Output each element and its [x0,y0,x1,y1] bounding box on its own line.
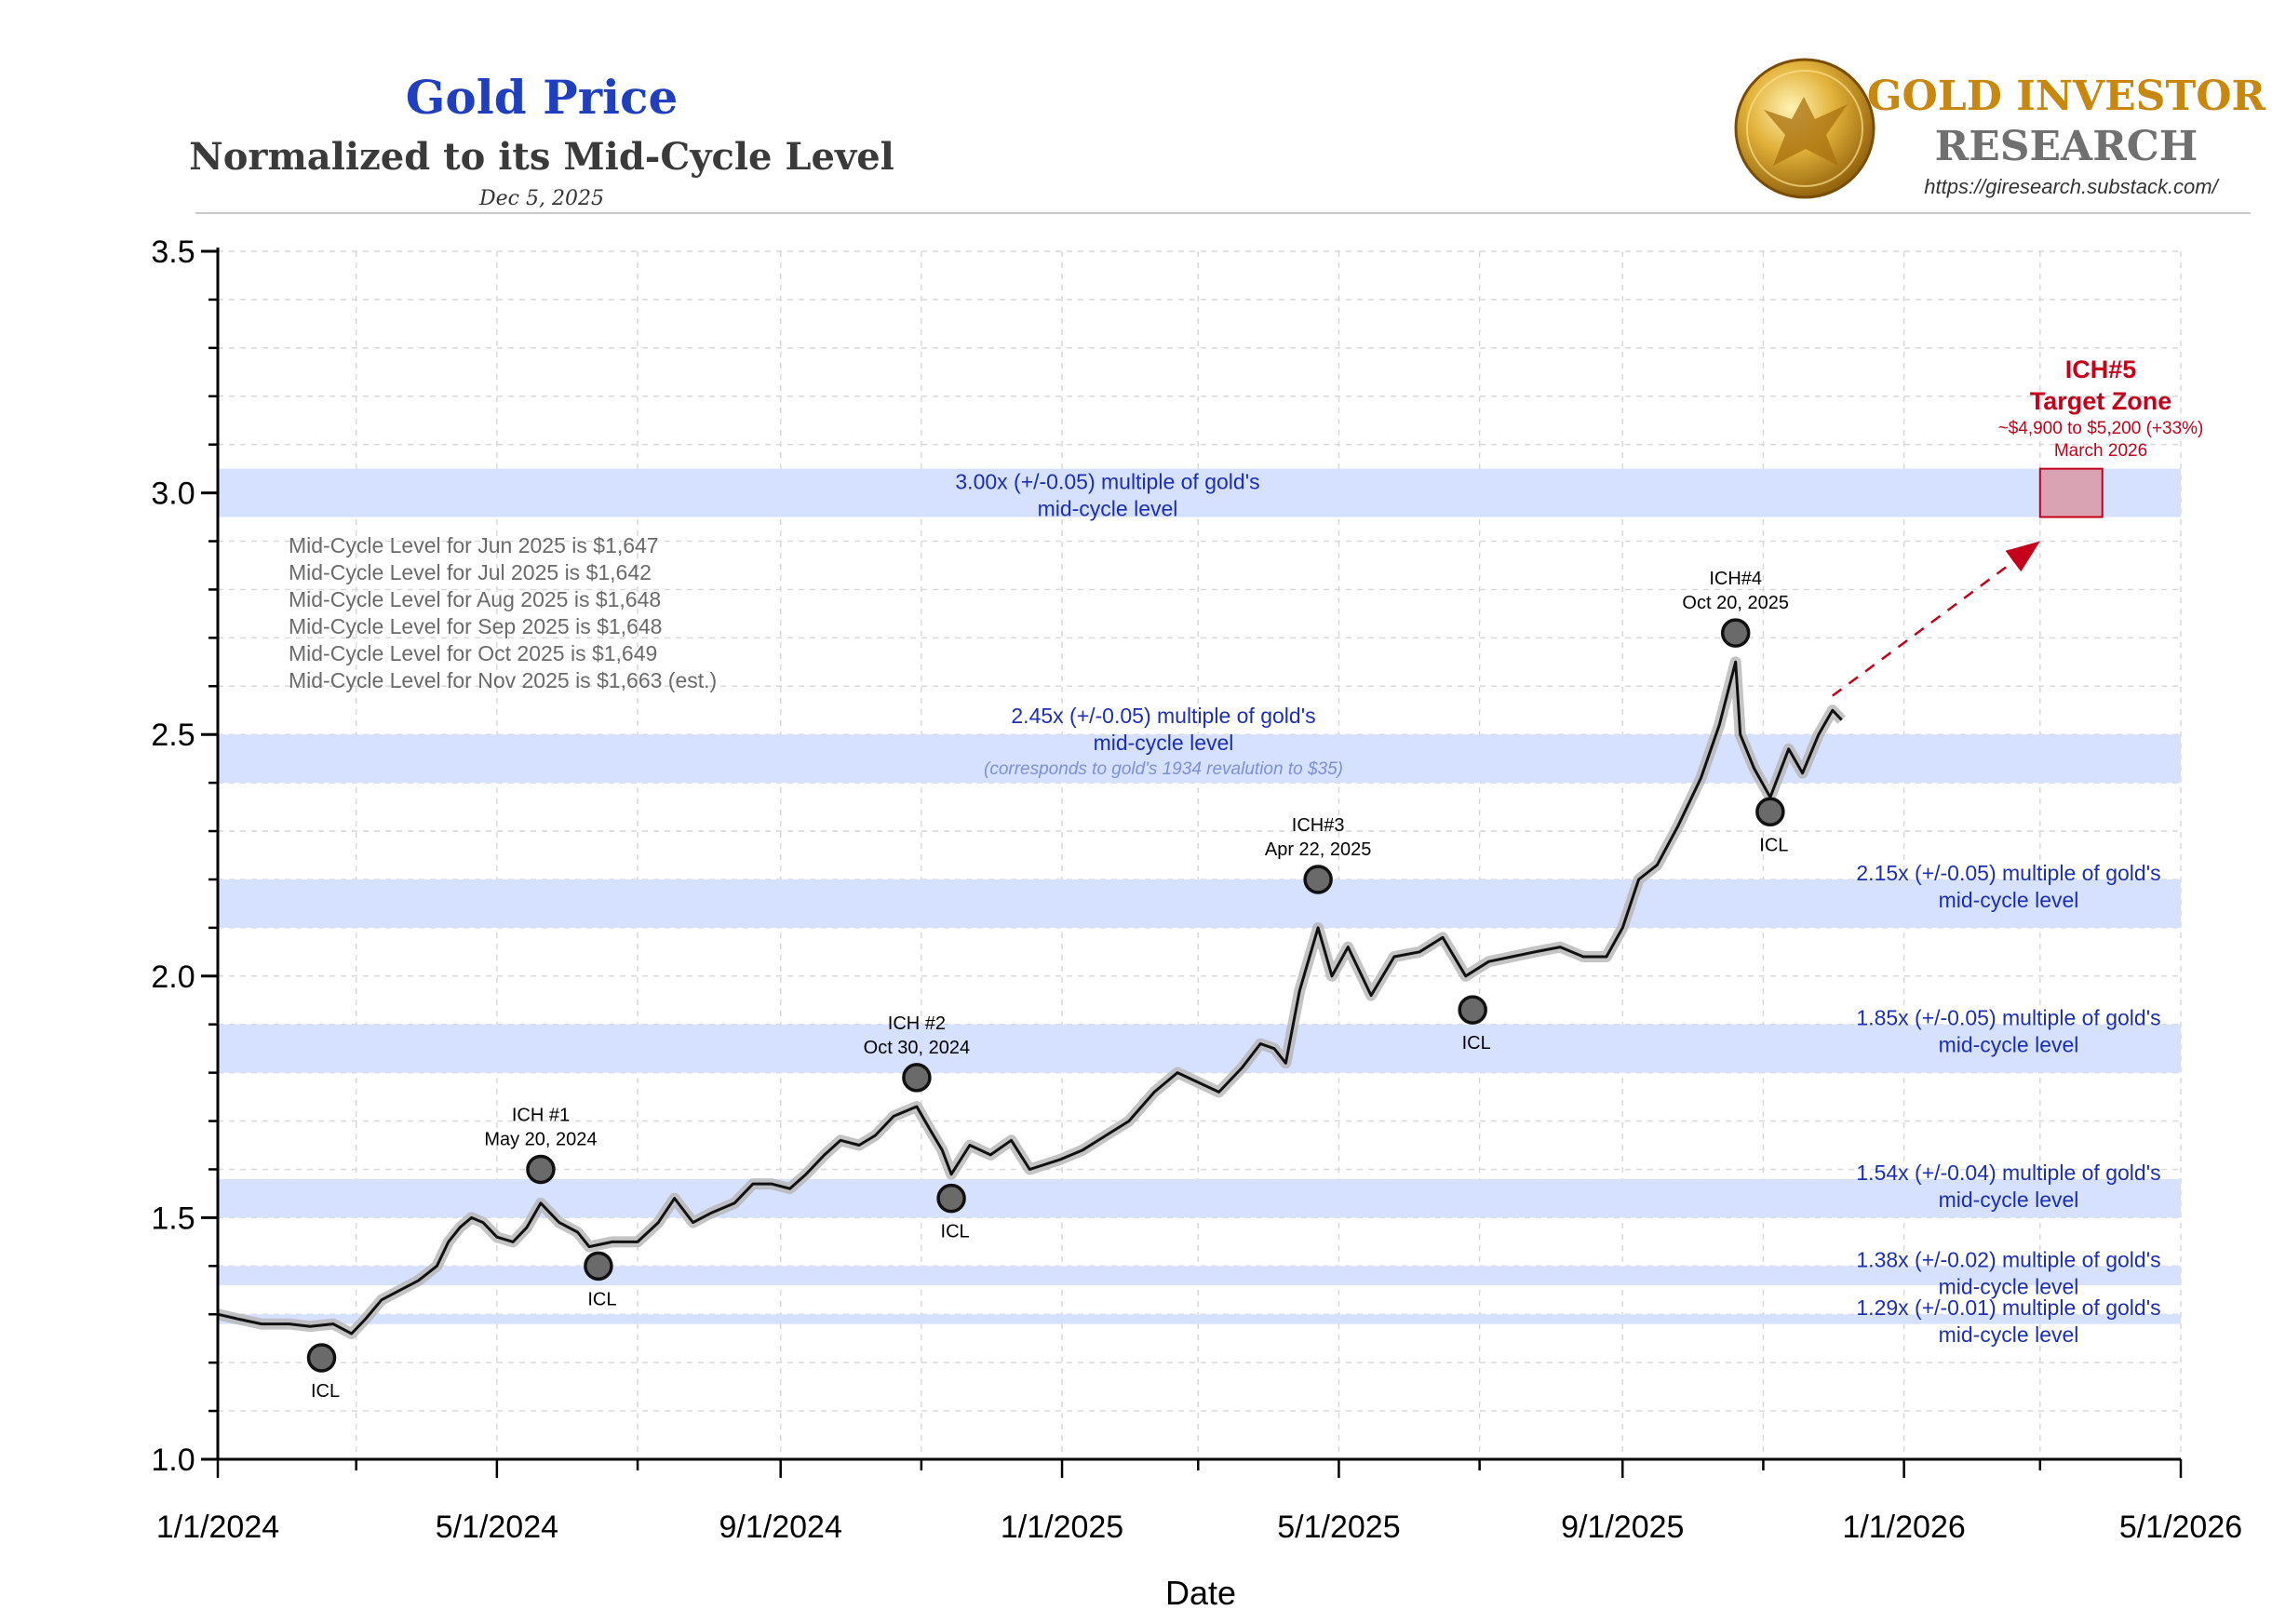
band-label-line2: mid-cycle level [1094,731,1234,755]
band-2-15 [218,879,2181,928]
band-label-line1: 1.38x (+/-0.02) multiple of gold's [1856,1247,2160,1271]
band-label-line1: 3.00x (+/-0.05) multiple of gold's [955,470,1259,494]
price-line [217,660,1843,1335]
marker-label: ICL [311,1381,340,1402]
target-zone-detail: ~$4,900 to $5,200 (+33%) [1998,419,2204,438]
x-axis-label: Date [1165,1574,1236,1612]
band-1-85 [218,1024,2181,1073]
x-tick-label: 9/1/2025 [1561,1510,1684,1545]
brand-name-line1: GOLD INVESTOR [1867,73,2266,120]
cycle-marker-low [936,1183,966,1214]
brand-name-line2: RESEARCH [1935,123,2198,170]
y-tick-label: 3.5 [151,235,195,270]
band-3 [218,468,2181,517]
mid-cycle-note: Mid-Cycle Level for Jul 2025 is $1,642 [289,560,652,584]
band-note: (corresponds to gold's 1934 revalution t… [984,759,1343,779]
marker-label: ICH #2 [888,1013,946,1034]
band-label-line1: 2.15x (+/-0.05) multiple of gold's [1856,861,2160,885]
target-zone-timing: March 2026 [2054,441,2147,461]
band-label-line2: mid-cycle level [1038,497,1178,521]
x-tick-label: 1/1/2026 [1842,1510,1965,1545]
target-zone-subtitle: Target Zone [2030,387,2172,415]
cycle-markers: ICL ICH #1 May 20, 2024 ICL ICH #2 Oct 30, 20… [306,569,1789,1402]
marker-label: ICL [941,1222,970,1242]
chart-date: Dec 5, 2025 [478,187,604,210]
x-tick-label: 5/1/2024 [436,1510,558,1545]
y-tick-label: 1.0 [151,1443,195,1478]
marker-date: Oct 30, 2024 [864,1038,971,1058]
mid-cycle-note: Mid-Cycle Level for Aug 2025 is $1,648 [289,587,661,611]
cycle-marker-high [526,1154,556,1185]
band-label-line1: 1.85x (+/-0.05) multiple of gold's [1856,1006,2160,1030]
chart-subtitle: Normalized to its Mid-Cycle Level [189,135,894,179]
cycle-marker-low [1458,995,1487,1025]
band-label-line1: 1.29x (+/-0.01) multiple of gold's [1856,1295,2160,1320]
cycle-marker-high [902,1063,932,1093]
marker-label: ICH#3 [1292,815,1345,836]
band-label-line1: 1.54x (+/-0.04) multiple of gold's [1856,1161,2160,1185]
cycle-marker-high [1720,618,1751,648]
x-tick-label: 5/1/2025 [1277,1510,1400,1545]
price-series [216,656,1847,1339]
marker-label: ICL [1462,1033,1491,1054]
cycle-marker-low [306,1343,337,1373]
y-tick-label: 1.5 [151,1201,195,1236]
marker-label: ICL [587,1289,616,1309]
mid-cycle-note: Mid-Cycle Level for Jun 2025 is $1,647 [289,533,659,557]
x-tick-label: 9/1/2024 [719,1510,842,1545]
cycle-marker-high [1303,865,1333,894]
gold-eagle-coin-icon [1734,58,1875,199]
chart-title: Gold Price [406,70,679,125]
band-1-38 [218,1266,2181,1286]
cycle-marker-low [1755,797,1785,827]
marker-date: May 20, 2024 [484,1129,597,1149]
band-label-line2: mid-cycle level [1939,888,2079,912]
band-label-line2: mid-cycle level [1939,1033,2079,1057]
y-tick-label: 3.0 [151,476,195,512]
marker-label: ICH #1 [512,1105,570,1125]
y-tick-label: 2.0 [151,960,195,995]
marker-label: ICL [1759,835,1788,855]
band-2-45 [218,734,2181,784]
marker-date: Oct 20, 2025 [1682,593,1789,613]
marker-label: ICH#4 [1709,569,1762,589]
brand-url[interactable]: https://giresearch.substack.com/ [1924,175,2219,198]
axes: 1.0 1.5 2.0 2.5 3.0 3.5 1/1/2024 5/1/2024 9/1/20… [151,235,2242,1545]
mid-cycle-note: Mid-Cycle Level for Nov 2025 is $1,663 (… [289,668,717,692]
y-tick-label: 2.5 [151,718,195,753]
marker-date: Apr 22, 2025 [1265,839,1372,860]
band-1-54 [218,1178,2181,1218]
target-zone-box [2038,467,2104,518]
projection-arrow-head [2005,541,2040,572]
mid-cycle-note: Mid-Cycle Level for Sep 2025 is $1,648 [289,614,662,638]
cycle-marker-low [584,1251,613,1282]
band-label-line2: mid-cycle level [1939,1322,2079,1347]
band-label-line2: mid-cycle level [1939,1274,2079,1298]
x-tick-label: 1/1/2024 [156,1510,279,1545]
mid-cycle-note: Mid-Cycle Level for Oct 2025 is $1,649 [289,641,657,665]
x-tick-label: 5/1/2026 [2119,1510,2242,1545]
band-1-29 [218,1314,2181,1324]
annotations: Mid-Cycle Level for Jun 2025 is $1,647 Mi… [289,356,2204,697]
projection-arrow-line [1832,558,2017,697]
x-tick-label: 1/1/2025 [1001,1510,1123,1545]
band-label-line2: mid-cycle level [1939,1188,2079,1212]
band-label-line1: 2.45x (+/-0.05) multiple of gold's [1011,704,1315,728]
target-zone-title: ICH#5 [2065,356,2137,383]
